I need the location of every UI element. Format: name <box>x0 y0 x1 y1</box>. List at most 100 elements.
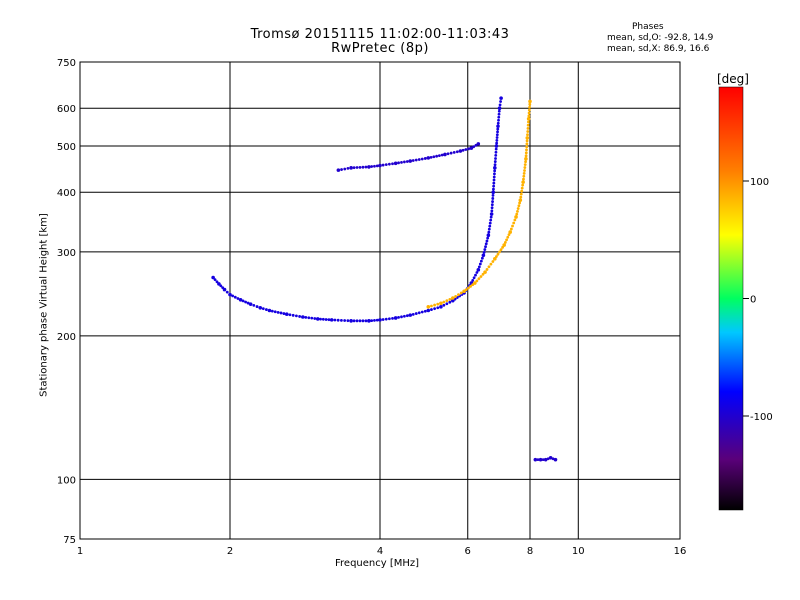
data-point <box>442 300 446 304</box>
data-point <box>426 305 431 309</box>
data-point <box>393 161 398 166</box>
data-point <box>391 162 394 166</box>
data-point <box>523 166 527 169</box>
data-point <box>370 319 374 322</box>
data-point <box>364 165 368 169</box>
data-point <box>464 288 468 292</box>
data-point <box>329 318 334 322</box>
data-point <box>493 166 497 170</box>
data-point <box>381 318 385 321</box>
data-point <box>304 315 308 319</box>
data-point <box>489 212 494 216</box>
data-point <box>499 96 503 100</box>
y-tick-label: 300 <box>57 248 76 259</box>
data-point <box>520 186 524 190</box>
data-point <box>448 297 452 301</box>
data-point <box>479 259 483 263</box>
data-point <box>373 318 376 322</box>
data-point <box>487 227 491 231</box>
data-point <box>536 458 540 462</box>
data-point <box>233 295 237 299</box>
data-point <box>384 163 388 167</box>
data-point <box>439 301 443 306</box>
data-point <box>498 103 502 107</box>
data-point <box>298 315 302 318</box>
data-point <box>497 109 501 113</box>
data-point <box>238 297 243 302</box>
data-point <box>355 166 359 169</box>
data-point <box>502 243 506 247</box>
data-point <box>486 236 490 240</box>
data-point <box>490 209 494 213</box>
data-point <box>491 197 495 200</box>
phase-stats-o: mean, sd,O: -92.8, 14.9 <box>607 33 714 43</box>
data-point <box>340 168 343 171</box>
data-point <box>476 268 481 272</box>
data-point <box>403 160 406 164</box>
y-tick-label: 75 <box>63 535 76 546</box>
data-point <box>516 207 520 210</box>
data-point <box>528 105 531 109</box>
data-point <box>525 136 530 140</box>
data-point <box>361 319 365 323</box>
colorbar <box>718 86 744 511</box>
data-point <box>411 312 415 316</box>
data-point <box>496 124 500 129</box>
data-point <box>449 151 453 155</box>
data-point <box>474 273 477 277</box>
data-point <box>527 120 530 124</box>
data-point <box>528 99 532 104</box>
data-point <box>364 319 368 323</box>
y-axis-title: Stationary phase Virtual Height [km] <box>38 213 50 397</box>
data-point <box>352 319 356 323</box>
data-point <box>548 455 553 460</box>
data-point <box>522 174 526 178</box>
data-point <box>527 108 531 112</box>
data-point <box>516 209 519 213</box>
data-point <box>489 218 493 222</box>
data-point <box>248 302 253 306</box>
data-point <box>526 126 530 130</box>
data-point <box>491 200 494 203</box>
data-point <box>343 167 347 171</box>
data-point <box>477 265 481 269</box>
data-point <box>370 165 374 168</box>
x-tick-label: 1 <box>77 546 83 557</box>
data-point <box>533 457 538 462</box>
data-point <box>490 206 494 210</box>
data-point <box>408 159 413 163</box>
data-point <box>375 318 379 322</box>
data-point <box>459 291 463 295</box>
data-point <box>244 300 247 304</box>
data-point <box>488 224 492 228</box>
data-point <box>217 282 221 286</box>
data-point <box>384 317 388 321</box>
data-point <box>333 318 337 322</box>
data-point <box>525 139 529 143</box>
data-point <box>518 198 523 202</box>
data-point <box>501 245 505 249</box>
data-point <box>336 318 340 322</box>
data-point <box>284 312 289 316</box>
data-point <box>527 111 531 115</box>
data-point <box>496 121 500 125</box>
data-point <box>497 112 501 116</box>
data-point <box>521 183 525 187</box>
data-point <box>497 106 502 111</box>
data-point <box>497 118 500 122</box>
data-point <box>492 178 496 182</box>
data-point <box>503 241 507 244</box>
data-point <box>405 160 409 163</box>
data-point <box>349 319 353 323</box>
colorbar-tick-label: -100 <box>750 412 773 423</box>
data-point <box>211 275 215 280</box>
y-tick-label: 100 <box>57 475 76 486</box>
data-point <box>528 102 532 106</box>
data-point <box>414 312 418 315</box>
data-point <box>346 319 350 323</box>
data-point <box>430 304 433 308</box>
data-point <box>495 138 499 142</box>
x-tick-label: 6 <box>465 546 471 557</box>
data-point <box>361 165 365 169</box>
